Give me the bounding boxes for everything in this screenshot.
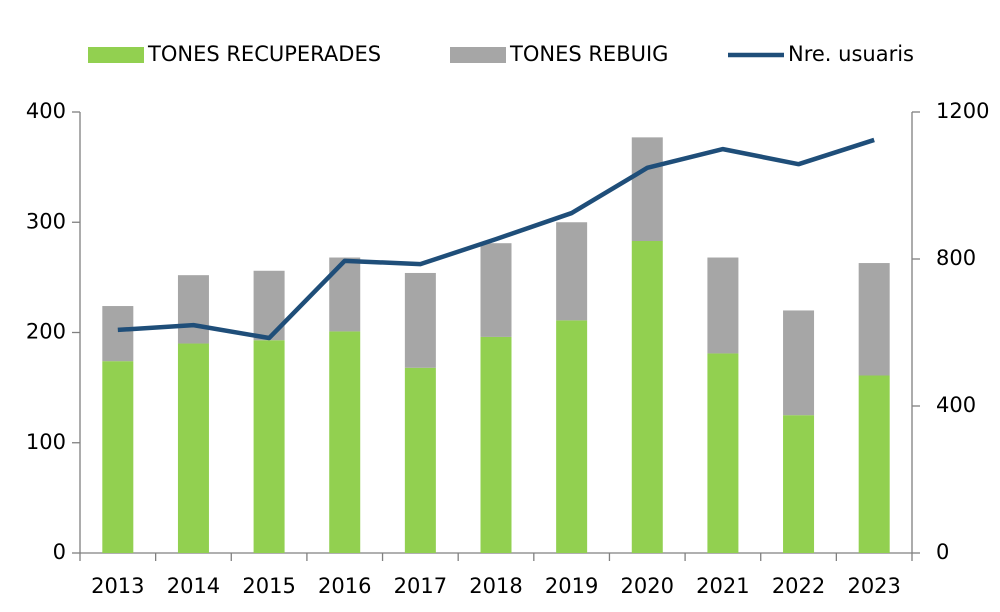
- x-tick-label: 2020: [621, 574, 674, 598]
- bar: [858, 375, 890, 553]
- legend-label: TONES REBUIG: [509, 42, 668, 66]
- bar: [177, 343, 209, 553]
- bar: [556, 222, 588, 321]
- legend-swatch: [88, 47, 144, 63]
- bar: [480, 336, 512, 553]
- x-tick-label: 2019: [545, 574, 598, 598]
- x-tick-label: 2022: [772, 574, 825, 598]
- bar: [783, 415, 815, 553]
- bar: [631, 240, 663, 553]
- x-tick-label: 2021: [696, 574, 749, 598]
- x-tick-label: 2013: [91, 574, 144, 598]
- bar: [329, 257, 361, 332]
- y-tick-label: 400: [26, 99, 66, 123]
- bar: [707, 257, 739, 354]
- y2-tick-label: 800: [936, 246, 976, 270]
- bar: [253, 340, 285, 553]
- x-tick-label: 2017: [394, 574, 447, 598]
- bar: [707, 353, 739, 553]
- legend-swatch: [450, 47, 506, 63]
- bar: [556, 320, 588, 553]
- bar: [329, 331, 361, 553]
- y-tick-label: 100: [26, 430, 66, 454]
- bar: [177, 275, 209, 344]
- y2-tick-label: 0: [936, 540, 949, 564]
- x-tick-label: 2018: [469, 574, 522, 598]
- bar: [858, 263, 890, 376]
- x-tick-label: 2016: [318, 574, 371, 598]
- bar: [404, 367, 436, 553]
- bar: [631, 137, 663, 241]
- bar: [783, 310, 815, 416]
- y2-tick-label: 1200: [936, 99, 989, 123]
- x-tick-label: 2023: [847, 574, 900, 598]
- legend-label: TONES RECUPERADES: [147, 42, 381, 66]
- bar: [404, 272, 436, 368]
- y2-tick-label: 400: [936, 393, 976, 417]
- bar: [102, 306, 134, 362]
- bar: [480, 243, 512, 337]
- y-tick-label: 300: [26, 209, 66, 233]
- y-tick-label: 0: [53, 540, 66, 564]
- x-tick-label: 2014: [167, 574, 220, 598]
- x-tick-label: 2015: [242, 574, 295, 598]
- legend-label: Nre. usuaris: [788, 42, 914, 66]
- bar: [102, 361, 134, 553]
- line: [117, 137, 875, 341]
- y-tick-label: 200: [26, 320, 66, 344]
